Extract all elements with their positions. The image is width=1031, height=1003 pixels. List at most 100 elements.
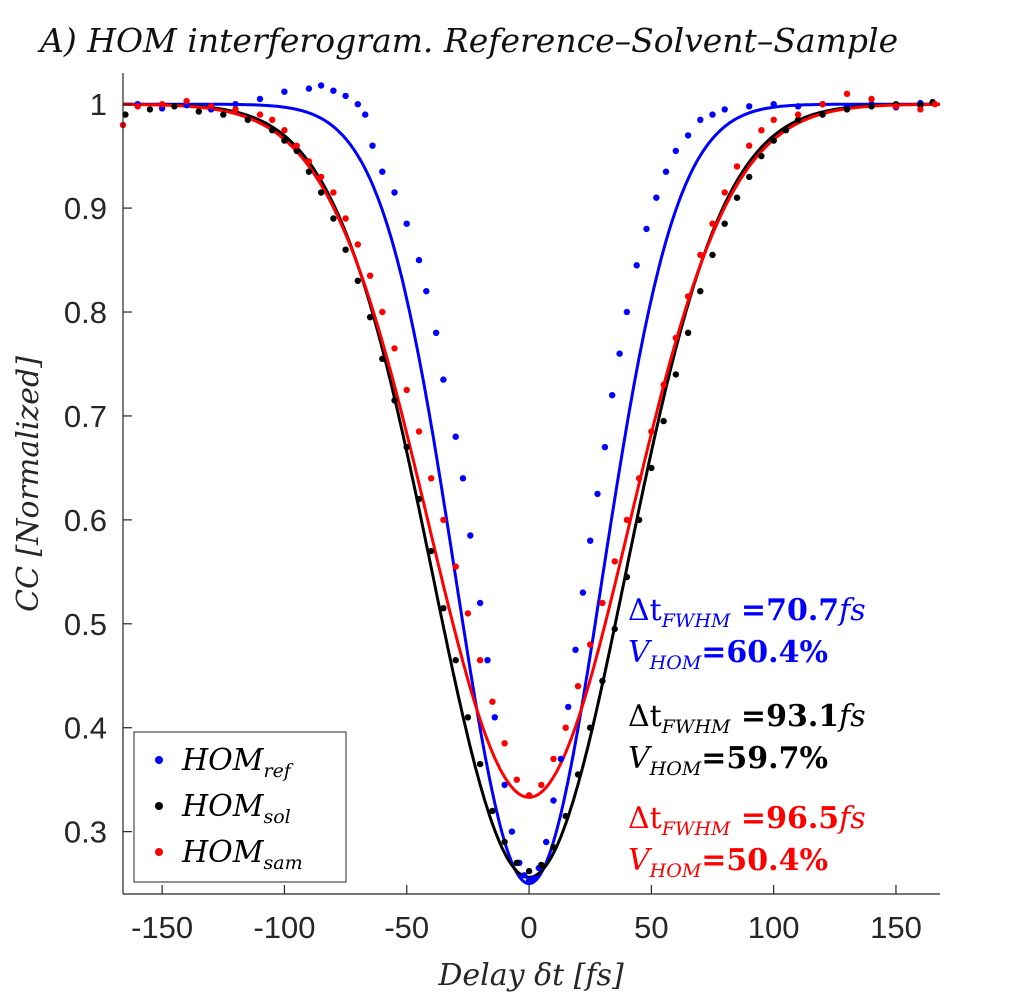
data-point-hom-sam [379,308,386,316]
y-tick-label: 0.3 [64,815,107,850]
data-point-hom-ref [530,875,538,882]
data-point-hom-ref [330,87,337,94]
data-point-hom-ref [484,657,491,664]
y-tick-label: 0.5 [64,607,107,642]
data-point-hom-sol [746,173,753,181]
data-point-hom-sol [195,108,202,115]
data-point-hom-ref [697,116,704,124]
legend-label: HOMsam [181,835,303,874]
data-point-hom-ref [232,101,239,108]
data-point-hom-sol [587,724,594,731]
data-point-hom-sam [391,345,398,352]
data-point-hom-sol [403,443,410,451]
data-point-hom-ref [525,877,533,884]
data-point-hom-ref [415,256,423,264]
data-point-hom-sam [931,101,939,108]
data-point-hom-ref [317,82,325,89]
data-point-hom-ref [623,308,631,316]
annotation-visibility: VHOM=50.4% [628,843,828,882]
data-point-hom-sam [868,95,875,103]
data-point-hom-sam [256,111,264,118]
data-point-hom-sam [158,101,166,108]
data-point-hom-ref [633,262,640,269]
data-point-hom-ref [643,225,650,233]
legend-label: HOMref [181,743,294,782]
data-point-hom-sol [501,838,508,846]
data-point-hom-sol [440,605,447,612]
data-point-hom-sol [843,106,851,113]
x-tick-label: -50 [384,910,429,945]
data-point-hom-ref [379,168,386,175]
data-point-hom-sol [379,355,386,362]
annotation-visibility: VHOM=60.4% [628,635,828,674]
data-point-hom-sam [672,334,679,342]
annotation-fwhm: ΔtFWHM =93.1fs [628,699,866,738]
data-point-hom-sol [758,152,765,160]
data-point-hom-sam [440,516,447,524]
data-point-hom-sam [697,251,704,259]
x-tick-label: 100 [748,910,800,945]
data-point-hom-sam [794,111,802,118]
data-point-hom-sam [635,475,643,482]
legend-marker [155,756,163,764]
data-point-hom-sol [293,147,300,155]
x-tick-label: 0 [520,910,537,945]
scatter-points [119,82,939,884]
data-point-hom-sam [281,127,288,134]
data-point-hom-sam [709,220,716,227]
data-point-hom-ref [256,95,264,103]
data-point-hom-sam [134,103,141,110]
data-point-hom-sol [428,547,435,555]
data-point-hom-sol [342,246,349,253]
data-point-hom-ref [565,703,572,711]
data-point-hom-sam [721,189,728,196]
data-point-hom-ref [543,838,550,846]
data-point-hom-ref [423,288,430,295]
data-point-hom-sam [733,163,741,170]
y-tick-label: 0.9 [64,191,107,226]
data-point-hom-sam [476,657,484,664]
data-point-hom-ref [354,101,361,108]
x-tick-label: 150 [870,910,922,945]
data-point-hom-ref [594,490,601,498]
data-point-hom-sol [538,861,545,869]
data-point-hom-sol [244,116,251,124]
data-point-hom-sam [550,755,557,763]
data-point-hom-ref [557,755,565,763]
data-point-hom-sam [684,293,692,300]
data-point-hom-sol [721,220,728,227]
data-point-hom-sam [770,116,777,124]
data-point-hom-ref [440,376,447,383]
data-point-hom-ref [672,147,679,155]
data-point-hom-ref [432,329,440,336]
data-point-hom-sol [709,251,716,259]
data-point-hom-ref [501,781,508,789]
axes: -150 -100 -50 0 50 100 150 0.3 0.4 0.5 0.6 0.7 0.8 0.… [64,73,940,945]
data-point-hom-sam [623,516,631,524]
data-point-hom-sam [892,103,900,110]
data-point-hom-ref [452,433,459,440]
data-point-hom-sam [611,558,618,565]
data-point-hom-sam [819,101,826,108]
data-point-hom-sam [513,776,520,783]
data-point-hom-sol [366,314,374,321]
data-point-hom-sol [525,867,533,875]
data-point-hom-sam [207,103,215,110]
data-point-hom-sam [366,272,374,279]
data-point-hom-ref [684,132,692,139]
data-point-hom-sam [464,610,472,617]
legend-box [133,731,347,883]
fit-curve-hom-ref [123,102,940,886]
y-tick-label: 0.4 [64,711,107,746]
data-point-hom-sam [415,428,423,435]
data-point-hom-sol [684,329,692,336]
data-point-hom-sam [843,90,851,98]
data-point-hom-sam [342,215,349,222]
data-point-hom-sam [232,106,239,113]
data-point-hom-ref [721,106,728,113]
data-point-hom-sol [868,103,875,110]
data-point-hom-sam [538,781,545,789]
data-point-hom-sol [489,807,496,815]
data-point-hom-sol [611,625,618,633]
